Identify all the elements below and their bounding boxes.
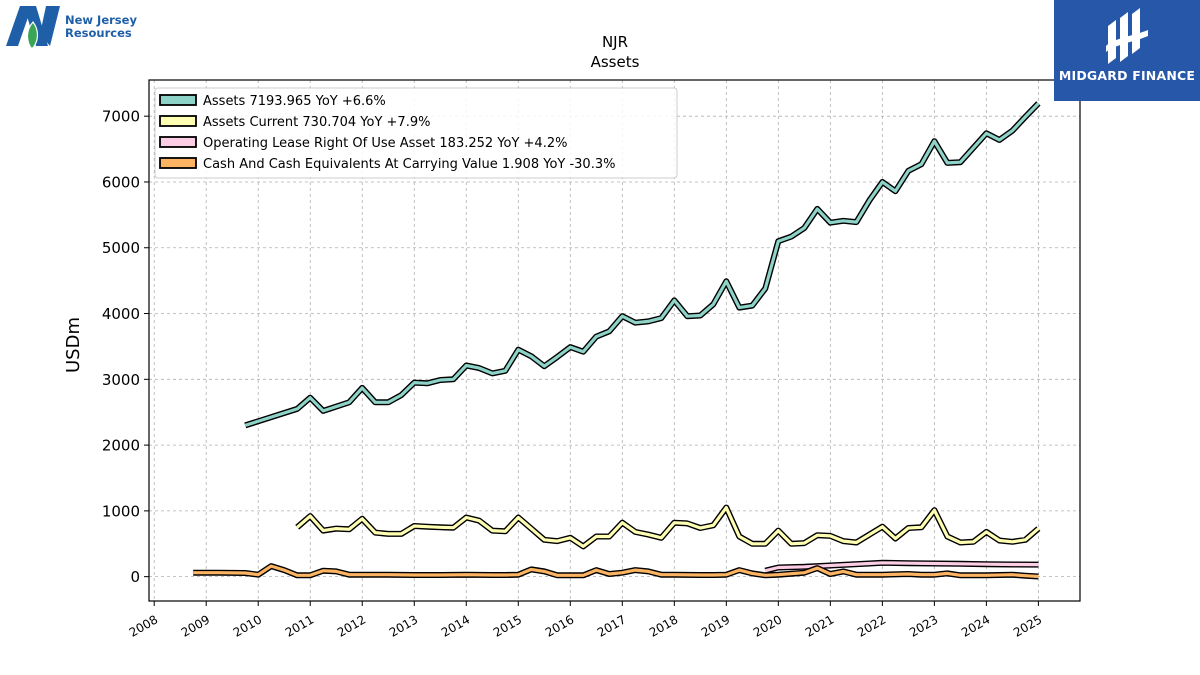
y-tick-label: 6000 bbox=[102, 173, 140, 191]
series-line-1 bbox=[296, 506, 1040, 549]
x-tick-label: 2013 bbox=[387, 612, 420, 639]
y-tick-label: 3000 bbox=[102, 371, 140, 389]
legend-label-3: Cash And Cash Equivalents At Carrying Va… bbox=[203, 157, 615, 172]
legend-label-1: Assets Current 730.704 YoY +7.9% bbox=[203, 115, 430, 130]
midgard-logo-text: MIDGARD FINANCE bbox=[1058, 68, 1196, 83]
plot-frame bbox=[148, 79, 1081, 602]
njr-n-leaf-icon bbox=[6, 6, 60, 48]
x-tick-label: 2018 bbox=[647, 612, 680, 639]
x-tick-label: 2021 bbox=[803, 612, 836, 639]
x-tick-label: 2019 bbox=[699, 612, 732, 639]
midgard-finance-logo: MIDGARD FINANCE bbox=[1054, 0, 1200, 101]
x-tick-label: 2014 bbox=[439, 612, 472, 639]
legend-label-0: Assets 7193.965 YoY +6.6% bbox=[203, 94, 386, 109]
x-tick-label: 2017 bbox=[595, 612, 628, 639]
x-tick-label: 2023 bbox=[907, 612, 940, 639]
y-tick-label: 0 bbox=[130, 568, 140, 586]
x-tick-label: 2024 bbox=[959, 612, 992, 639]
y-tick-label: 4000 bbox=[102, 305, 140, 323]
series-line-0 bbox=[244, 102, 1040, 427]
series-lines bbox=[193, 101, 1041, 580]
legend-box bbox=[154, 87, 678, 179]
x-tick-label: 2009 bbox=[179, 612, 212, 639]
x-tick-label: 2011 bbox=[283, 612, 316, 639]
y-tick-label: 5000 bbox=[102, 239, 140, 257]
y-axis-label: USDm bbox=[63, 317, 84, 373]
legend-swatch-3 bbox=[159, 157, 197, 169]
legend-label-2: Operating Lease Right Of Use Asset 183.2… bbox=[203, 136, 567, 151]
logo-text-line1: New Jersey bbox=[65, 13, 137, 27]
x-tick-label: 2022 bbox=[855, 612, 888, 639]
legend-swatch-1 bbox=[159, 115, 197, 127]
series-line-2 bbox=[764, 561, 1039, 573]
series-outline-1 bbox=[295, 504, 1041, 550]
y-axis: 0 1000 2000 3000 4000 5000 6000 7000 bbox=[102, 108, 149, 586]
y-tick-label: 1000 bbox=[102, 502, 140, 520]
x-tick-label: 2025 bbox=[1011, 612, 1044, 639]
chart-subtitle: Assets bbox=[591, 53, 640, 71]
legend-swatch-0 bbox=[159, 94, 197, 106]
series-line-3 bbox=[193, 564, 1039, 579]
logo-text-line2: Resources bbox=[65, 26, 132, 40]
x-tick-label: 2020 bbox=[751, 612, 784, 639]
njr-logo: New Jersey Resources bbox=[6, 4, 146, 48]
y-tick-label: 7000 bbox=[102, 108, 140, 126]
x-axis: 2008 2009 2010 2011 2012 2013 2014 2015 2016 2017… bbox=[127, 601, 1044, 640]
x-tick-label: 2012 bbox=[335, 612, 368, 639]
legend-swatch-2 bbox=[159, 136, 197, 148]
chart-title: NJR bbox=[602, 33, 628, 51]
y-tick-label: 2000 bbox=[102, 437, 140, 455]
x-tick-label: 2008 bbox=[127, 612, 160, 639]
x-tick-label: 2015 bbox=[491, 612, 524, 639]
x-tick-label: 2010 bbox=[231, 612, 264, 639]
midgard-emblem-icon bbox=[1106, 8, 1148, 64]
legend: Assets 7193.965 YoY +6.6% Assets Current … bbox=[154, 87, 678, 179]
x-tick-label: 2016 bbox=[543, 612, 576, 639]
